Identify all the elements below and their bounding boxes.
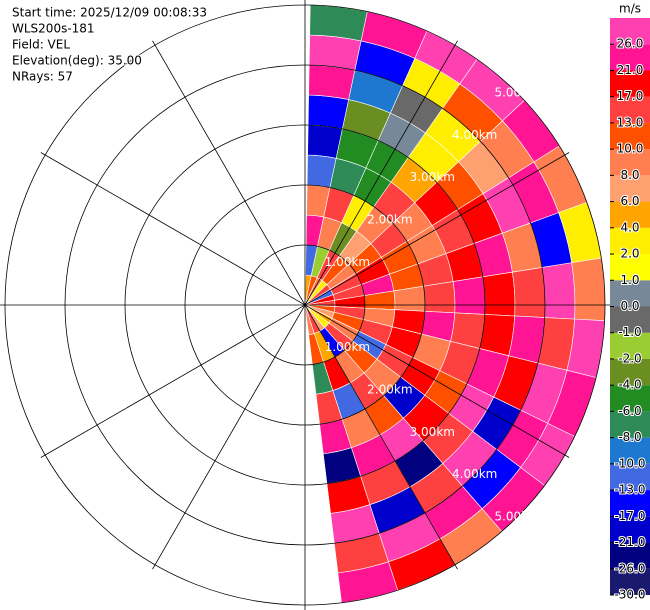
polar-grid (0, 0, 610, 610)
velocity-cell (423, 281, 456, 314)
range-ring-label: 3.00km (410, 170, 455, 184)
velocity-cell (308, 64, 356, 100)
colorbar-band (610, 175, 650, 202)
velocity-cell (393, 285, 426, 312)
colorbar-tick-label: 8.0 (620, 168, 639, 182)
colorbar-band (610, 254, 650, 281)
velocity-cell (482, 271, 516, 317)
colorbar-tick-label: -1.0 (618, 325, 641, 339)
velocity-cell (309, 4, 368, 42)
colorbar-band (610, 96, 650, 123)
colorbar-band (610, 306, 650, 333)
colorbar-band (610, 542, 650, 569)
velocity-cell (571, 257, 606, 322)
range-ring-label: 1.00km (325, 255, 370, 269)
colorbar-band (610, 70, 650, 97)
velocity-field (304, 4, 606, 604)
colorbar-tick-label: -30.0 (614, 588, 645, 602)
info-line: Start time: 2025/12/09 00:08:33 (12, 6, 207, 20)
colorbar-band (610, 463, 650, 491)
range-ring-label: 2.00km (367, 382, 412, 396)
range-ring (124, 124, 486, 486)
info-line: Field: VEL (12, 38, 70, 52)
colorbar-tick-label: 17.0 (617, 89, 644, 103)
velocity-cell (307, 94, 350, 130)
colorbar-tick-label: -2.0 (618, 351, 641, 365)
range-ring-label: 1.00km (325, 340, 370, 354)
colorbar-tick-label: -10.0 (614, 456, 645, 470)
colorbar-tick-label: 4.0 (620, 220, 639, 234)
range-ring-label: 5.00km (494, 85, 539, 99)
colorbar-tick-label: 2.0 (620, 247, 639, 261)
colorbar-tick-label: -4.0 (618, 378, 641, 392)
colorbar-band (610, 280, 650, 307)
colorbar-tick-label: 0.0 (620, 299, 639, 313)
colorbar-band (610, 516, 650, 543)
colorbar-band (610, 201, 650, 228)
colorbar-tick-label: 10.0 (617, 142, 644, 156)
colorbar-tick-label: -8.0 (618, 430, 641, 444)
range-ring-label: 5.00km (494, 510, 539, 524)
colorbar-band (610, 44, 650, 71)
colorbar-title: m/s (619, 2, 641, 16)
range-ring-label: 4.00km (452, 128, 497, 142)
colorbar-band (610, 490, 650, 517)
colorbar-tick-label: 21.0 (617, 63, 644, 77)
colorbar-band (610, 385, 650, 412)
colorbar-band (610, 358, 650, 386)
colorbar-band (610, 227, 650, 255)
colorbar-tick-label: 13.0 (617, 115, 644, 129)
colorbar-tick-label: 26.0 (617, 37, 644, 51)
range-ring-label: 3.00km (410, 425, 455, 439)
colorbar-band (610, 332, 650, 359)
colorbar-tick-label: -6.0 (618, 404, 641, 418)
info-line: NRays: 57 (12, 70, 73, 84)
labels: 1.00km1.00km2.00km2.00km3.00km3.00km4.00… (11, 2, 650, 603)
info-line: Elevation(deg): 35.00 (12, 54, 142, 68)
range-ring-label: 4.00km (452, 467, 497, 481)
colorbar-band (610, 568, 650, 595)
colorbar-tick-label: -21.0 (614, 535, 645, 549)
range-ring (4, 4, 606, 606)
range-ring (64, 64, 546, 546)
info-line: WLS200s-181 (12, 22, 95, 36)
colorbar-tick-label: 6.0 (620, 194, 639, 208)
colorbar-tick-label: -13.0 (614, 483, 645, 497)
colorbar-tick-label: 1.0 (620, 273, 639, 287)
velocity-cell (452, 276, 486, 315)
velocity-cell (541, 262, 576, 320)
colorbar-band (610, 18, 650, 45)
colorbar-tick-label: -17.0 (614, 509, 645, 523)
colorbar-band (610, 122, 650, 150)
colorbar-tick-label: -26.0 (614, 561, 645, 575)
spoke (152, 40, 458, 570)
colorbar-band (610, 411, 650, 438)
colorbar-band (610, 149, 650, 176)
range-ring (184, 184, 426, 426)
velocity-cell (512, 267, 546, 318)
range-ring-label: 2.00km (367, 213, 412, 227)
range-ring (244, 244, 366, 366)
colorbar-band (610, 437, 650, 464)
